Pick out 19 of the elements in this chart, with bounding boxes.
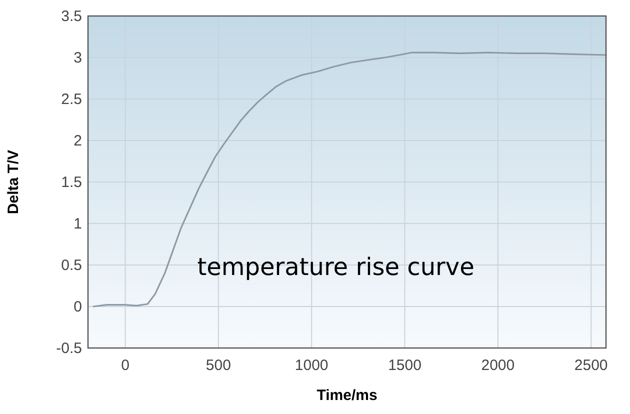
y-tick-label: -0.5 [56,340,82,357]
x-tick-label: 1500 [388,357,422,374]
y-tick-label: 1.5 [61,174,82,191]
y-tick-label: 1 [74,216,82,232]
y-tick-label: 0 [74,298,82,316]
x-tick-label: 0 [121,357,130,374]
x-tick-label: 2500 [574,357,608,374]
x-tick-label: 1000 [294,357,328,374]
y-tick-label: 3 [74,50,82,66]
x-tick-label: 500 [206,357,231,374]
y-tick-label: 2.5 [61,91,82,108]
x-axis-title: Time/ms [316,387,378,404]
x-tick-label: 2000 [481,357,515,374]
y-tick-label: 2 [74,132,82,150]
y-tick-label: 0.5 [61,257,82,274]
y-tick-label: 3.5 [61,8,82,25]
annotation: temperature rise curve [197,252,474,281]
y-axis-title: Delta T/V [5,150,22,214]
line-series [92,52,607,308]
